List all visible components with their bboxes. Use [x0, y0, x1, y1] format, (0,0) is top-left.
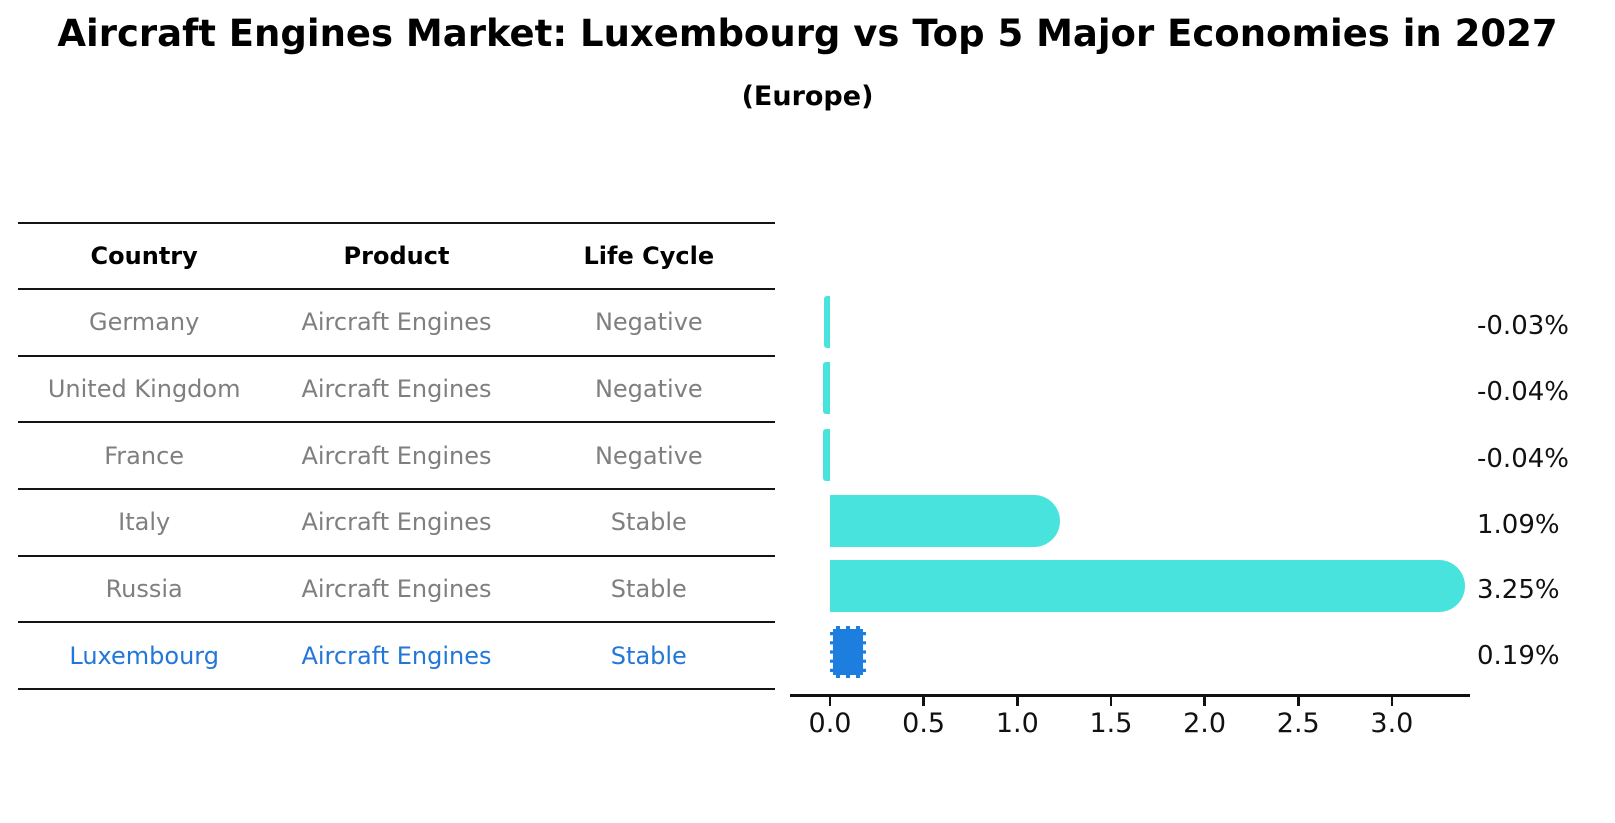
table-cell-life-cycle: Negative — [594, 308, 703, 337]
table-cell-life-cycle: Negative — [594, 375, 703, 404]
value-label: -0.03% — [1477, 311, 1569, 341]
x-axis-tick — [1016, 697, 1019, 706]
x-axis-tick — [1109, 697, 1113, 706]
x-axis-tick — [828, 697, 832, 706]
table-cell-country: Germany — [89, 308, 200, 337]
value-label: 3.25% — [1477, 575, 1560, 605]
table-row: Luxembourg Aircraft Engines Stable — [18, 621, 775, 688]
bar-italy — [830, 495, 1061, 547]
x-axis-tick-label: 1.5 — [1089, 708, 1133, 739]
table-cell-product: Aircraft Engines — [301, 508, 492, 537]
x-axis-tick-label: 2.5 — [1276, 708, 1320, 739]
table-cell-country: United Kingdom — [47, 375, 241, 404]
value-label: -0.04% — [1477, 377, 1569, 407]
chart-subtitle: (Europe) — [741, 81, 874, 112]
table-row: France Aircraft Engines Negative — [18, 421, 775, 488]
x-axis-tick-label: 1.0 — [995, 708, 1039, 739]
country-table: Country Product Life Cycle Germany Aircraft … — [18, 222, 775, 691]
table-cell-country: France — [104, 441, 185, 470]
table-header-cell: Country — [90, 242, 198, 270]
table-cell-country: Italy — [118, 508, 171, 537]
chart-title: Aircraft Engines Market: Luxembourg vs T… — [57, 12, 1558, 55]
x-axis-tick-label: 3.0 — [1370, 708, 1414, 739]
table-cell-product: Aircraft Engines — [301, 375, 492, 404]
x-axis-tick — [922, 697, 925, 706]
table-row: Germany Aircraft Engines Negative — [18, 288, 775, 355]
table-header-cell: Product — [343, 242, 450, 270]
bar-germany — [824, 296, 830, 348]
x-axis-tick — [1203, 697, 1206, 706]
bar-france — [822, 429, 830, 481]
value-label: 1.09% — [1477, 510, 1560, 540]
table-cell-country: Luxembourg — [69, 641, 219, 670]
table-cell-life-cycle: Stable — [610, 508, 687, 537]
value-label: 0.19% — [1477, 641, 1560, 671]
table-cell-product: Aircraft Engines — [301, 441, 492, 470]
x-axis-tick-label: 0.0 — [808, 708, 852, 739]
table-header-row: Country Product Life Cycle — [18, 222, 775, 288]
x-axis-line — [790, 694, 1470, 697]
x-axis-tick-label: 0.5 — [902, 708, 946, 739]
x-axis-tick-label: 2.0 — [1183, 708, 1227, 739]
table-row: Italy Aircraft Engines Stable — [18, 488, 775, 555]
bar-luxembourg — [830, 626, 866, 678]
value-label: -0.04% — [1477, 444, 1569, 474]
table-cell-life-cycle: Stable — [610, 575, 687, 604]
table-cell-country: Russia — [105, 575, 183, 604]
table-row: Russia Aircraft Engines Stable — [18, 554, 775, 622]
table-cell-product: Aircraft Engines — [301, 641, 492, 670]
table-cell-life-cycle: Negative — [594, 441, 703, 470]
table-cell-product: Aircraft Engines — [301, 575, 492, 604]
table-cell-life-cycle: Stable — [610, 641, 687, 670]
bar-russia — [830, 560, 1465, 612]
table-row: United Kingdom Aircraft Engines Negative — [18, 354, 775, 422]
x-axis-tick — [1390, 697, 1394, 706]
table-cell-product: Aircraft Engines — [301, 308, 492, 337]
table-header-cell: Life Cycle — [583, 242, 715, 270]
bar-united-kingdom — [822, 362, 830, 414]
x-axis-tick — [1297, 697, 1300, 706]
